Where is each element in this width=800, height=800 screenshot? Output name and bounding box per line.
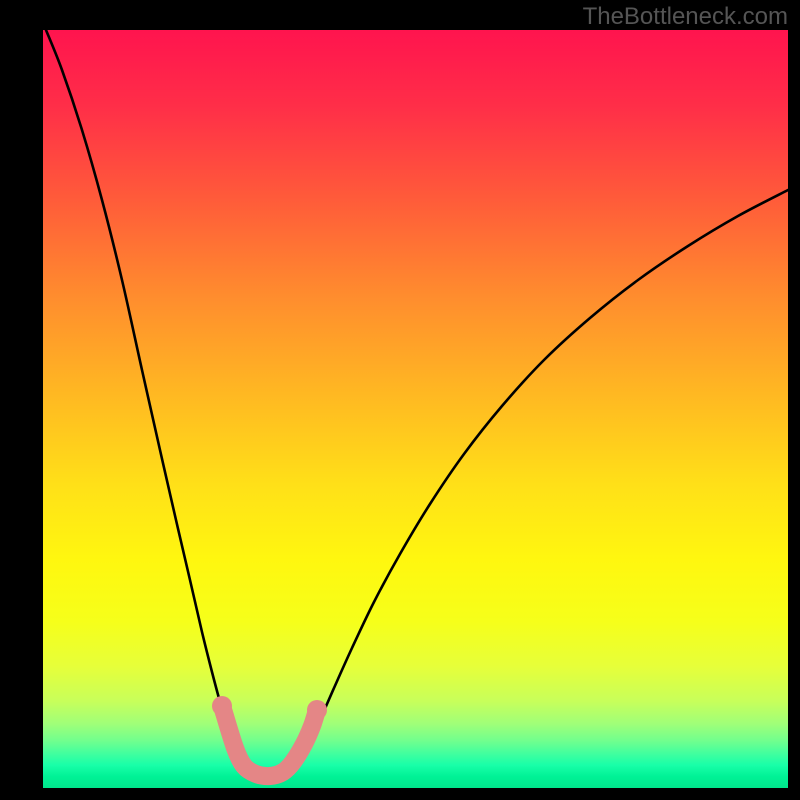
optimal-zone-marker xyxy=(222,706,317,776)
curve-layer xyxy=(43,30,788,788)
watermark-text: TheBottleneck.com xyxy=(583,3,788,31)
chart-stage: TheBottleneck.com xyxy=(0,0,800,800)
marker-dot xyxy=(307,700,327,720)
bottleneck-curve xyxy=(46,30,788,778)
marker-dot xyxy=(212,696,232,716)
plot-area xyxy=(43,30,788,788)
